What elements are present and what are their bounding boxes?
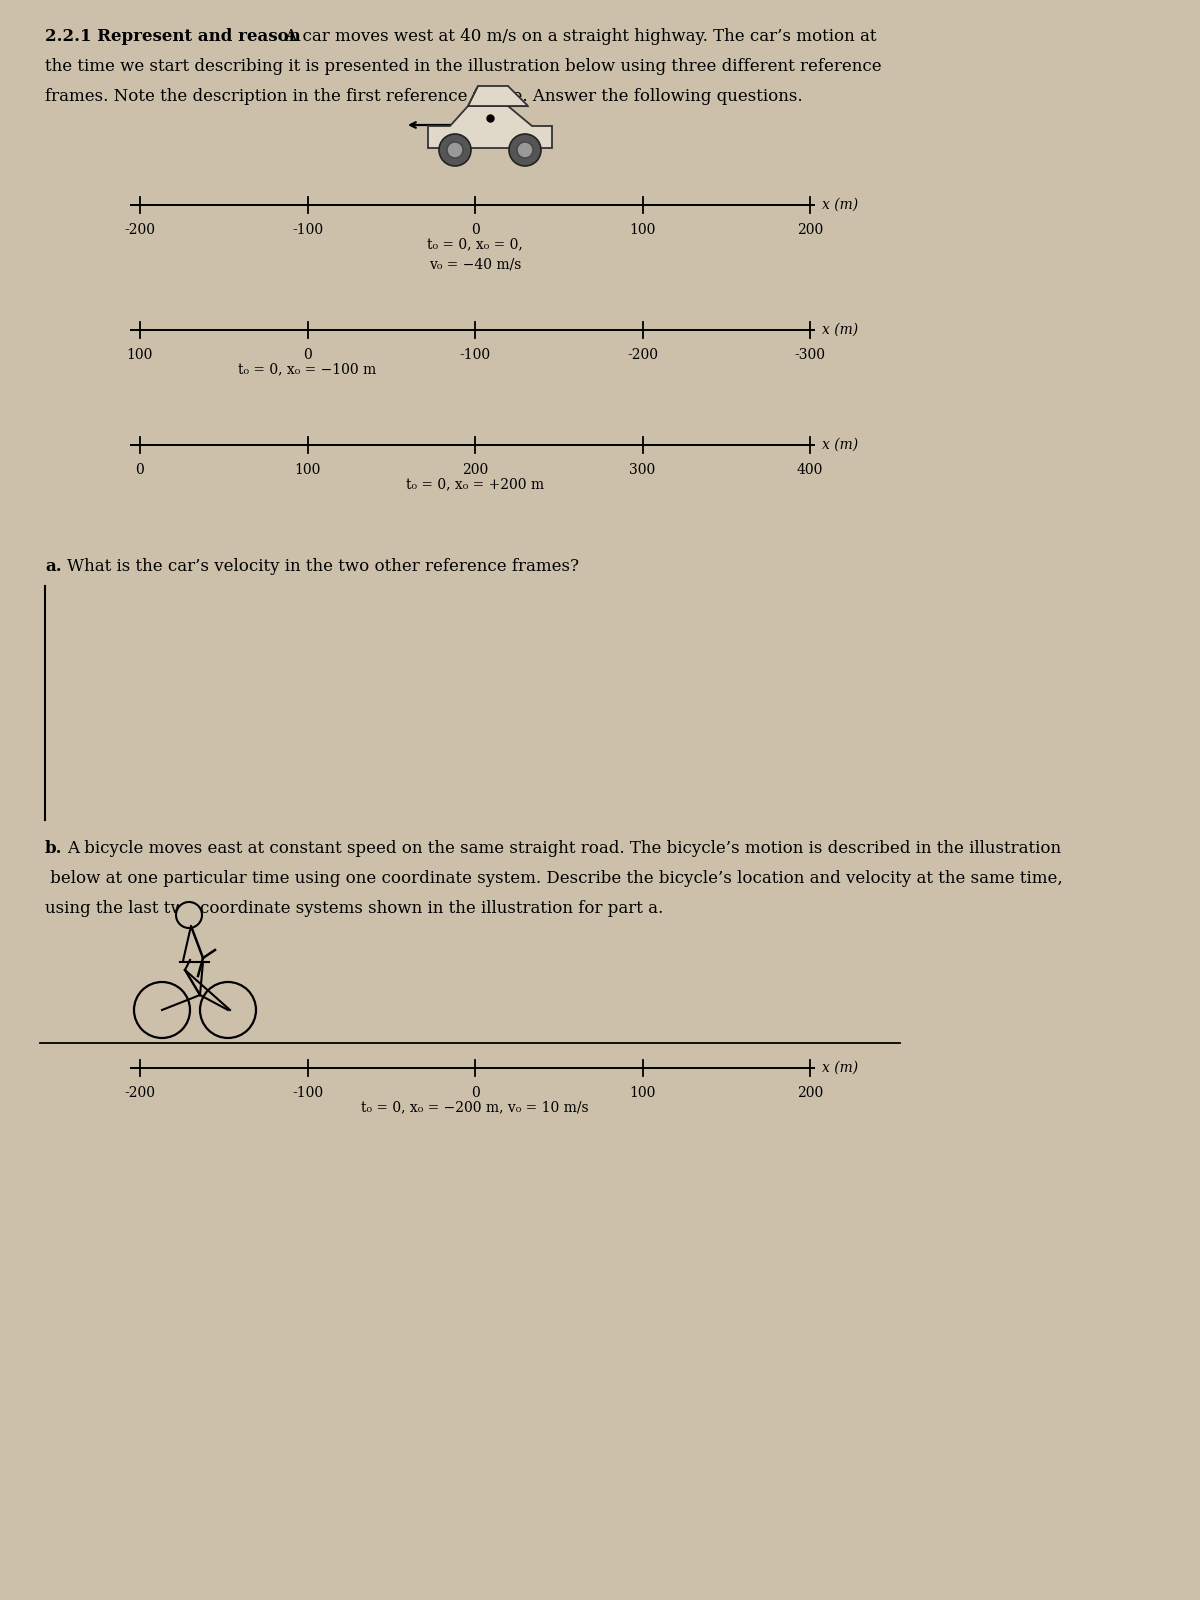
Text: $\vec{v}$: $\vec{v}$: [476, 117, 487, 134]
Text: What is the car’s velocity in the two other reference frames?: What is the car’s velocity in the two ot…: [67, 558, 580, 574]
Polygon shape: [468, 86, 528, 106]
Text: using the last two coordinate systems shown in the illustration for part a.: using the last two coordinate systems sh…: [46, 899, 664, 917]
Text: x (m): x (m): [822, 438, 858, 451]
Text: 400: 400: [797, 462, 823, 477]
Text: t₀ = 0, x₀ = −100 m: t₀ = 0, x₀ = −100 m: [239, 362, 377, 376]
Text: 100: 100: [294, 462, 320, 477]
Text: 300: 300: [629, 462, 655, 477]
Text: 0: 0: [136, 462, 144, 477]
Text: 100: 100: [629, 1086, 655, 1101]
Text: -100: -100: [292, 1086, 323, 1101]
Text: A bicycle moves east at constant speed on the same straight road. The bicycle’s : A bicycle moves east at constant speed o…: [67, 840, 1061, 858]
Circle shape: [509, 134, 541, 166]
Circle shape: [517, 142, 533, 158]
Text: 200: 200: [797, 222, 823, 237]
Text: below at one particular time using one coordinate system. Describe the bicycle’s: below at one particular time using one c…: [46, 870, 1063, 886]
Text: 0: 0: [304, 349, 312, 362]
Text: 0: 0: [470, 222, 479, 237]
Text: t₀ = 0, x₀ = 0,: t₀ = 0, x₀ = 0,: [427, 237, 523, 251]
Text: b.: b.: [46, 840, 62, 858]
Text: A car moves west at 40 m/s on a straight highway. The car’s motion at: A car moves west at 40 m/s on a straight…: [280, 27, 876, 45]
Text: 200: 200: [462, 462, 488, 477]
Text: -300: -300: [794, 349, 826, 362]
Text: -100: -100: [460, 349, 491, 362]
Text: 100: 100: [127, 349, 154, 362]
Circle shape: [439, 134, 470, 166]
Text: x (m): x (m): [822, 1061, 858, 1075]
Polygon shape: [428, 106, 552, 149]
Text: t₀ = 0, x₀ = +200 m: t₀ = 0, x₀ = +200 m: [406, 477, 544, 491]
Text: t₀ = 0, x₀ = −200 m, v₀ = 10 m/s: t₀ = 0, x₀ = −200 m, v₀ = 10 m/s: [361, 1101, 589, 1114]
Text: frames. Note the description in the first reference frame. Answer the following : frames. Note the description in the firs…: [46, 88, 803, 106]
Text: 0: 0: [470, 1086, 479, 1101]
Text: -200: -200: [125, 222, 156, 237]
Text: 2.2.1 Represent and reason: 2.2.1 Represent and reason: [46, 27, 301, 45]
Text: x (m): x (m): [822, 323, 858, 338]
Text: x (m): x (m): [822, 198, 858, 211]
Circle shape: [176, 902, 202, 928]
Text: -100: -100: [292, 222, 323, 237]
Text: the time we start describing it is presented in the illustration below using thr: the time we start describing it is prese…: [46, 58, 882, 75]
Text: -200: -200: [125, 1086, 156, 1101]
Text: 100: 100: [629, 222, 655, 237]
Text: v₀ = −40 m/s: v₀ = −40 m/s: [428, 258, 521, 270]
Text: -200: -200: [628, 349, 658, 362]
Circle shape: [446, 142, 463, 158]
Text: 200: 200: [797, 1086, 823, 1101]
Text: a.: a.: [46, 558, 61, 574]
